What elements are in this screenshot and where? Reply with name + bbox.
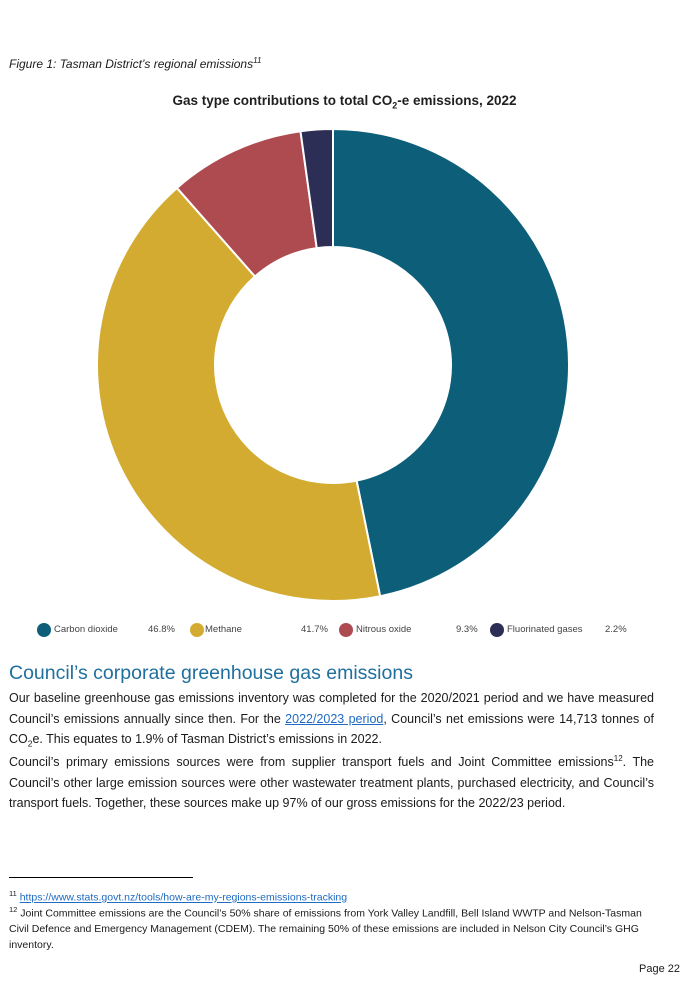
legend-dot-fluorinated-gases: [490, 623, 504, 637]
legend-label-carbon-dioxide: Carbon dioxide: [54, 624, 118, 635]
footnote-12-number: 12: [9, 905, 18, 914]
paragraph-2-text-a: Council’s primary emissions sources were…: [9, 755, 614, 769]
footnote-divider: [9, 877, 193, 878]
legend-label-nitrous-oxide: Nitrous oxide: [356, 624, 412, 635]
legend-value-nitrous-oxide: 9.3%: [456, 624, 478, 635]
legend-value-fluorinated-gases: 2.2%: [605, 624, 627, 635]
footnote-11-link[interactable]: https://www.stats.govt.nz/tools/how-are-…: [19, 891, 348, 904]
paragraph-1: Our baseline greenhouse gas emissions in…: [9, 688, 654, 750]
paragraph-1-text-b: , Council’s net emissions were 14,713 to…: [9, 711, 654, 747]
legend-value-methane: 41.7%: [301, 624, 328, 635]
chart-title-prefix: Gas type contributions to total CO: [172, 93, 393, 108]
chart-title-subscript: 2: [392, 100, 398, 111]
paragraph-1-text-c: e. This equates to 1.9% of Tasman Distri…: [32, 732, 382, 746]
figure-caption-text: Figure 1: Tasman District’s regional emi…: [9, 57, 254, 71]
chart-legend: Carbon dioxide 46.8% Methane 41.7% Nitrous o…: [0, 622, 689, 640]
legend-label-methane: Methane: [205, 624, 242, 635]
donut-slice-carbon-dioxide: [332, 127, 570, 598]
chart-title: Gas type contributions to total CO2-e em…: [0, 93, 689, 111]
footnote-12-text: Joint Committee emissions are the Counci…: [9, 907, 642, 951]
section-heading: Council’s corporate greenhouse gas emiss…: [9, 662, 413, 684]
donut-slice-fluorinated-gases: [299, 127, 334, 250]
co2-subscript: 2: [27, 738, 33, 749]
footnote-12: 12 Joint Committee emissions are the Cou…: [9, 902, 649, 953]
donut-slice-methane: [96, 186, 382, 602]
chart-title-suffix: -e emissions, 2022: [397, 93, 517, 108]
paragraph-2: Council’s primary emissions sources were…: [9, 752, 654, 814]
figure-caption: Figure 1: Tasman District’s regional emi…: [9, 56, 261, 71]
legend-label-fluorinated-gases: Fluorinated gases: [507, 624, 583, 635]
legend-value-carbon-dioxide: 46.8%: [148, 624, 175, 635]
legend-dot-nitrous-oxide: [339, 623, 353, 637]
footnote-11-number: 11: [9, 889, 17, 898]
paragraph-1-text-a: Our baseline greenhouse gas emissions in…: [9, 691, 654, 726]
donut-chart: [96, 127, 570, 602]
paragraph-2-text-b: . The Council’s other large emission sou…: [9, 755, 654, 810]
legend-dot-methane: [190, 623, 204, 637]
page-number: Page 22: [639, 963, 680, 975]
period-link[interactable]: 2022/2023 period: [285, 711, 384, 726]
legend-dot-carbon-dioxide: [37, 623, 51, 637]
footnote-ref-11[interactable]: 11: [253, 56, 262, 65]
footnote-11: 11 https://www.stats.govt.nz/tools/how-a…: [9, 886, 649, 906]
footnote-ref-12[interactable]: 12: [613, 753, 623, 763]
